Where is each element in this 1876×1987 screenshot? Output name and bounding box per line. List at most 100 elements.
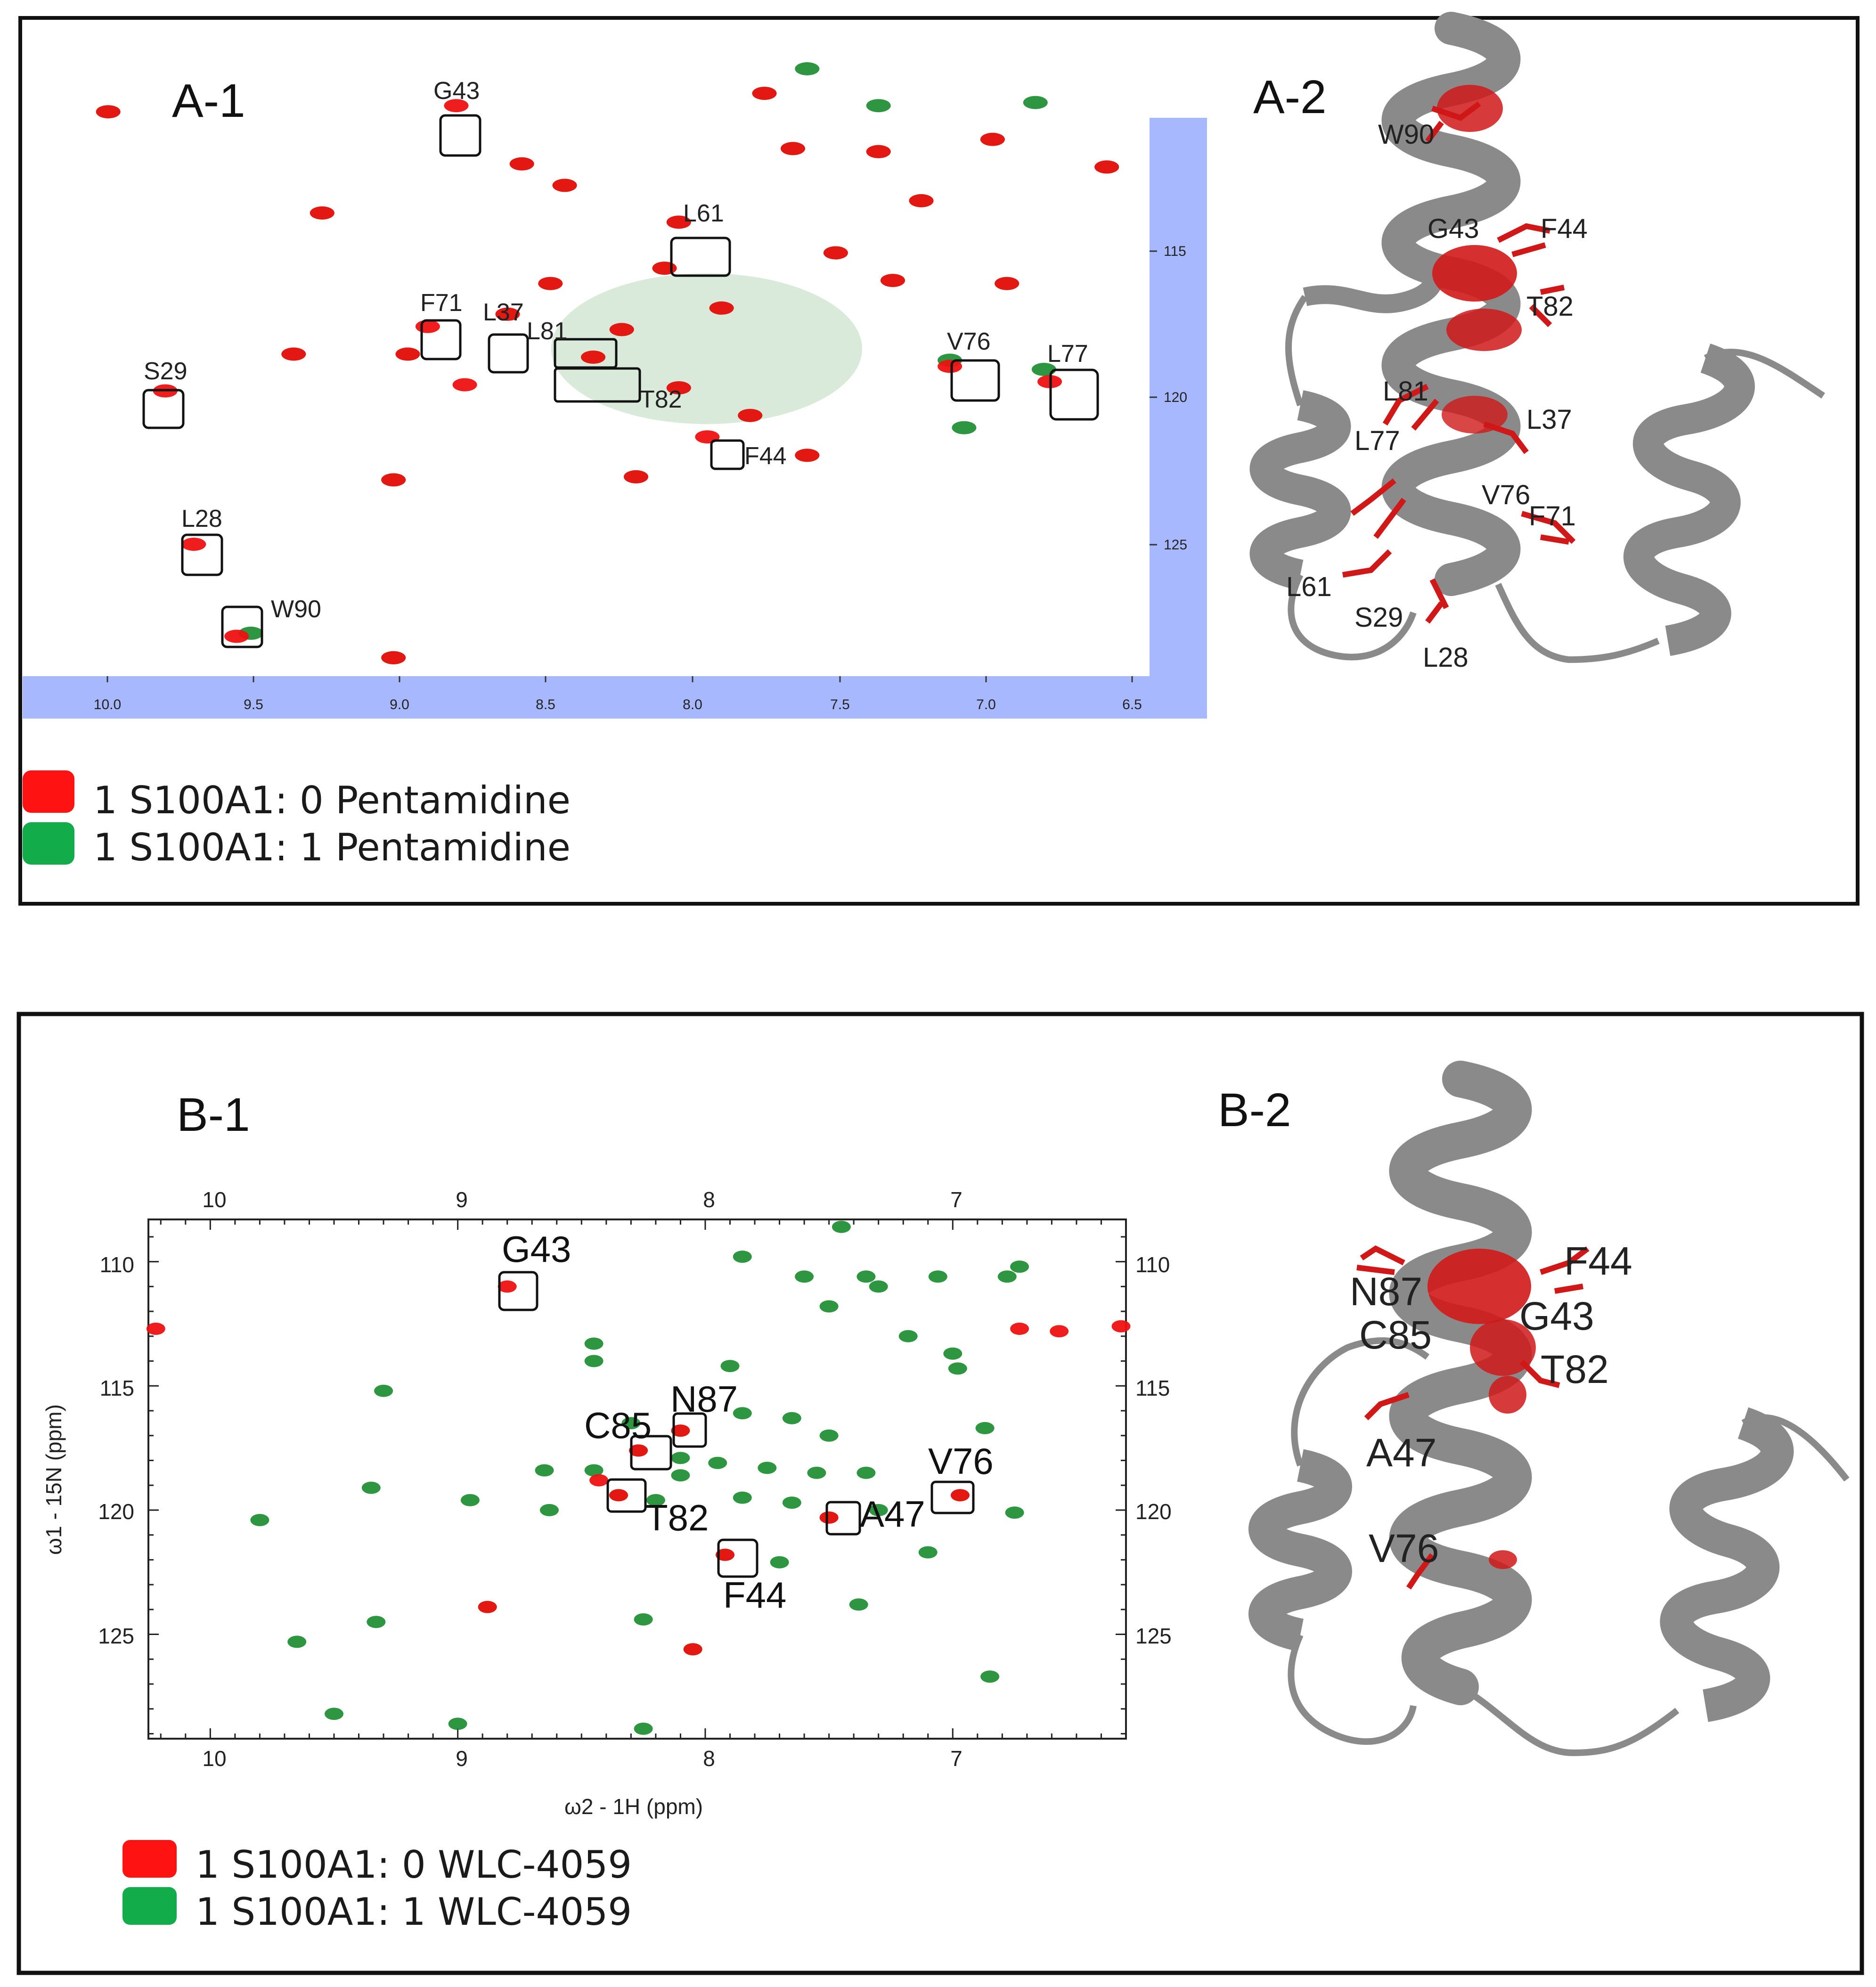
structure-label: T82 [1526,291,1574,322]
highlight-patch-b [1470,1319,1536,1376]
peak-free [609,323,634,336]
peak-free [624,470,648,483]
peak-free [498,1280,517,1293]
peak-bound [671,1452,690,1464]
peak-bound [856,1270,876,1283]
annotation-box-f71 [420,319,462,360]
annotation-label: G43 [502,1228,571,1270]
peak-free [951,1489,970,1502]
annotation-box-v76 [950,359,1000,402]
helix-right-b [1660,1407,1794,1722]
peak-bound [535,1464,554,1477]
peak-free [181,538,206,551]
peak-free [224,630,249,643]
peak-bound [646,1494,665,1506]
legend-swatch-bound-b [122,1887,177,1925]
peak-free [589,1474,609,1487]
highlight-patch-a [1442,396,1508,433]
structure-b: F44 N87 G43 C85 T82 A47 V76 [1248,1061,1850,1757]
y-tick-label: 120 [1164,390,1187,405]
peak-bound [584,1337,604,1350]
y-tick-label: 115 [1164,244,1186,259]
peak-bound [869,1504,888,1516]
x-tick-label-top: 8 [703,1187,715,1212]
highlight-patch-a [1432,245,1517,302]
peak-free [866,145,891,158]
peak-bound [1023,96,1048,109]
peak-bound [325,1708,343,1720]
structure-label: C85 [1359,1313,1432,1357]
peak-free [1050,1325,1069,1338]
peak-free [509,157,534,171]
peak-free [909,194,934,207]
annotation-box-l77 [1049,368,1099,421]
peak-bound [584,1355,604,1367]
peak-bound [460,1494,480,1506]
peak-bound [540,1504,559,1516]
x-axis-title: ω2 - 1H (ppm) [564,1794,703,1819]
annotation-box-t82 [606,1478,647,1513]
peaks-a [96,62,1119,664]
annotation-label: A47 [860,1493,925,1535]
peak-bound [832,1220,851,1233]
peak-bound [1005,1506,1024,1519]
peak-bound [980,1670,1000,1683]
annotation-box-a47 [825,1501,861,1536]
legend-label-bound-a: 1 S100A1: 1 Pentamidine [93,826,571,869]
loop-a [1285,294,1825,663]
structure-a: W90 G43 F44 T82 L81 L37 L77 V76 F71 L61 … [1250,12,1825,673]
peak-bound [634,1613,653,1626]
peak-free [395,347,420,361]
peak-bound [1010,1260,1029,1273]
x-tick-label-bottom: 10 [202,1746,226,1771]
peak-bound [250,1514,269,1526]
x-tick-label: 9.0 [390,697,409,712]
annotation-box-g43 [439,114,481,157]
axes-b [148,1219,1127,1739]
peak-free [629,1444,648,1457]
peak-bound [361,1481,381,1494]
y-tick-label-left: 110 [100,1252,134,1277]
structure-label: F44 [1541,213,1588,244]
structure-label: S29 [1354,602,1403,633]
x-tick-label-bottom: 8 [703,1746,715,1771]
x-tick-label: 7.5 [830,697,850,712]
peak-bound [997,1270,1017,1283]
peak-free [716,1548,734,1561]
peak-free [795,449,820,462]
annotation-box-g43 [498,1271,538,1311]
peak-bound [720,1360,740,1373]
helix-left-b [1248,1449,1352,1652]
panel-b1-label: B-1 [177,1088,250,1141]
structure-label: G43 [1427,213,1479,244]
annotation-box-f44 [717,1538,759,1578]
legend-swatch-free-a [23,770,74,813]
peak-bound [819,1300,839,1313]
highlight-patch-b [1489,1376,1526,1414]
peak-bound [584,1464,604,1477]
highlight-sidechains-b [1356,1245,1590,1590]
peak-free [609,1489,628,1502]
x-ticks-a: 10.0 9.5 9.0 8.5 8.0 7.5 7.0 6.5 [94,676,1142,712]
peak-bound [866,99,891,113]
annotation-label: L28 [181,505,222,532]
y-tick-label-left: 115 [100,1376,134,1400]
helix-upper-left-a [1303,254,1443,313]
highlight-patch-b [1489,1550,1517,1569]
structure-label: T82 [1541,1347,1609,1391]
legend-label-free-b: 1 S100A1: 0 WLC-4059 [196,1843,632,1887]
annotation-label: G43 [433,77,480,105]
peak-free [666,215,691,229]
peak-free [752,87,777,100]
helix-central-a [1381,12,1521,596]
annotation-box-s29 [142,389,185,429]
structure-label: G43 [1519,1294,1594,1338]
annotation-box-l37 [488,333,529,374]
panel-a1-label: A-1 [172,74,245,127]
plot-frame-b [147,1218,1127,1740]
peak-free [281,347,306,361]
annotations-a [142,114,1099,648]
structure-label: F71 [1529,501,1576,532]
peak-bound [975,1422,995,1434]
